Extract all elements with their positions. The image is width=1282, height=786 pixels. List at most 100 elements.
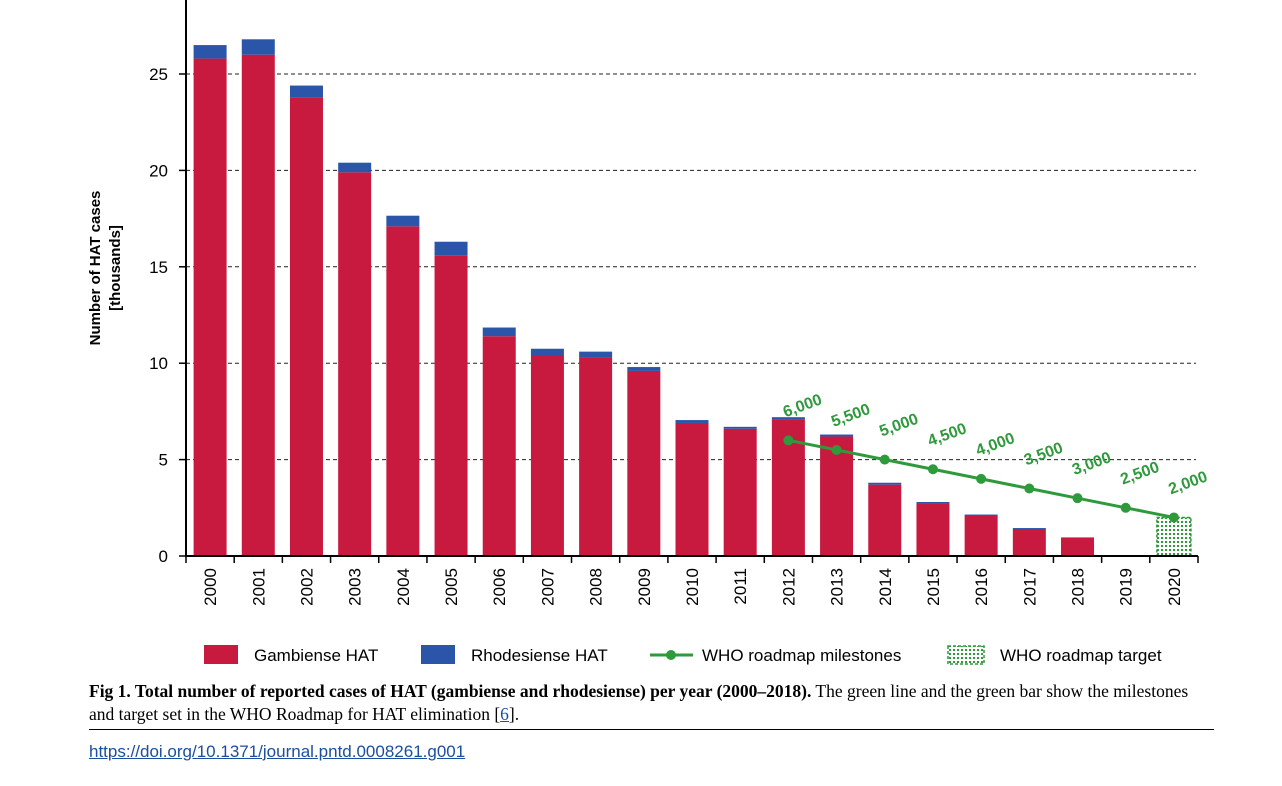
milestone-label: 3,000 xyxy=(1070,449,1114,479)
milestone-point xyxy=(783,435,794,446)
bar-gambiense xyxy=(675,422,709,556)
target-bar xyxy=(1156,516,1192,557)
milestone-point xyxy=(976,473,987,484)
milestone-label: 4,000 xyxy=(974,430,1018,460)
x-tick-label: 2011 xyxy=(731,568,750,605)
bar-gambiense xyxy=(289,97,323,557)
milestone-point xyxy=(1168,512,1179,523)
x-tick-label: 2017 xyxy=(1020,568,1039,606)
milestone-point xyxy=(1072,493,1083,504)
milestone-label: 2,000 xyxy=(1166,468,1210,498)
y-tick-label: 15 xyxy=(149,258,168,277)
x-tick-label: 2004 xyxy=(394,568,413,606)
bar-rhodesiense xyxy=(338,162,372,173)
figure-caption: Fig 1. Total number of reported cases of… xyxy=(89,680,1214,726)
hat-cases-chart: 0 5 10 15 20 25 2000 2001 2002 2003 2004 2005 2006 20… xyxy=(87,0,1210,665)
bar-rhodesiense xyxy=(289,85,323,98)
x-tick-label: 2001 xyxy=(249,568,268,606)
x-tick-label: 2012 xyxy=(779,568,798,606)
y-tick-label: 20 xyxy=(149,161,168,180)
milestone-label: 5,500 xyxy=(829,401,873,431)
x-tick-label: 2015 xyxy=(924,568,943,606)
x-tick-label: 2019 xyxy=(1117,568,1136,606)
bar-rhodesiense xyxy=(868,482,902,485)
bar-gambiense xyxy=(434,255,468,556)
bar-gambiense xyxy=(723,428,757,556)
milestone-label: 2,500 xyxy=(1118,459,1162,489)
legend-point-milestones xyxy=(666,650,676,660)
axes: 0 5 10 15 20 25 2000 2001 2002 2003 2004 2005 2006 20… xyxy=(87,0,1199,606)
milestone-point xyxy=(927,464,938,475)
caption-divider xyxy=(89,729,1214,730)
x-tick-label: 2014 xyxy=(876,568,895,606)
x-tick-label: 2009 xyxy=(635,568,654,606)
legend-swatch-gambiense xyxy=(204,645,238,664)
bar-gambiense xyxy=(964,515,998,556)
legend-label-milestones: WHO roadmap milestones xyxy=(702,646,901,665)
bar-gambiense xyxy=(627,370,661,556)
y-tick-label: 0 xyxy=(159,547,168,566)
y-axis-label-line2: [thousands] xyxy=(107,225,124,311)
x-tick-label: 2018 xyxy=(1069,568,1088,606)
x-tick-label: 2006 xyxy=(490,568,509,606)
y-tick-label: 5 xyxy=(159,451,168,470)
y-axis-label-line1: Number of HAT cases xyxy=(87,191,104,346)
caption-label: Fig 1. xyxy=(89,681,131,701)
milestone-label: 4,500 xyxy=(926,420,970,450)
legend-swatch-target xyxy=(947,645,985,665)
bar-rhodesiense xyxy=(193,45,227,59)
bar-gambiense xyxy=(193,58,227,557)
milestone-point xyxy=(831,444,842,455)
caption-body: The green line and the green bar show th… xyxy=(89,681,1189,724)
bar-rhodesiense xyxy=(241,39,275,55)
bar-rhodesiense xyxy=(530,348,564,356)
x-tick-label: 2000 xyxy=(201,568,220,606)
milestone-point xyxy=(1120,502,1131,513)
caption-ref-close: ]. xyxy=(508,704,520,724)
doi-link[interactable]: https://doi.org/10.1371/journal.pntd.000… xyxy=(89,742,466,761)
bar-rhodesiense xyxy=(723,426,757,429)
bars xyxy=(193,39,1192,557)
x-tick-label: 2013 xyxy=(828,568,847,606)
bar-rhodesiense xyxy=(579,351,613,358)
y-tick-label: 10 xyxy=(149,354,168,373)
legend-label-rhodesiense: Rhodesiense HAT xyxy=(471,646,608,665)
bar-gambiense xyxy=(1061,537,1095,556)
bar-gambiense xyxy=(386,226,420,556)
x-tick-label: 2003 xyxy=(346,568,365,606)
legend-label-target: WHO roadmap target xyxy=(1000,646,1162,665)
legend-swatch-rhodesiense xyxy=(421,645,455,664)
bar-gambiense xyxy=(241,54,275,556)
bar-rhodesiense xyxy=(627,367,661,371)
x-tick-label: 2020 xyxy=(1165,568,1184,606)
bar-gambiense xyxy=(338,172,372,556)
bar-gambiense xyxy=(482,336,516,556)
milestone-point xyxy=(879,454,890,465)
bar-gambiense xyxy=(579,357,613,556)
x-tick-label: 2008 xyxy=(587,568,606,606)
bar-gambiense xyxy=(916,503,950,556)
x-tick-label: 2005 xyxy=(442,568,461,606)
legend: Gambiense HAT Rhodesiense HAT WHO roadmap … xyxy=(204,645,1162,665)
bar-gambiense xyxy=(820,436,854,556)
y-tick-label: 25 xyxy=(149,65,168,84)
bar-rhodesiense xyxy=(916,502,950,504)
bar-gambiense xyxy=(1012,529,1046,556)
x-tick-label: 2007 xyxy=(538,568,557,606)
legend-label-gambiense: Gambiense HAT xyxy=(254,646,378,665)
bar-rhodesiense xyxy=(675,420,709,423)
bar-rhodesiense xyxy=(434,241,468,256)
caption-reference-link[interactable]: 6 xyxy=(500,704,509,724)
bar-gambiense xyxy=(530,355,564,556)
gridlines xyxy=(186,73,1196,461)
bar-rhodesiense xyxy=(964,514,998,516)
bar-rhodesiense xyxy=(386,215,420,227)
milestone-label: 5,000 xyxy=(877,411,921,441)
milestone-label: 3,500 xyxy=(1022,440,1066,470)
x-tick-label: 2016 xyxy=(972,568,991,606)
bar-rhodesiense xyxy=(1012,528,1046,530)
caption-title: Total number of reported cases of HAT (g… xyxy=(134,681,812,701)
bar-rhodesiense xyxy=(820,434,854,437)
x-tick-label: 2002 xyxy=(297,568,316,606)
bar-rhodesiense xyxy=(482,327,516,337)
